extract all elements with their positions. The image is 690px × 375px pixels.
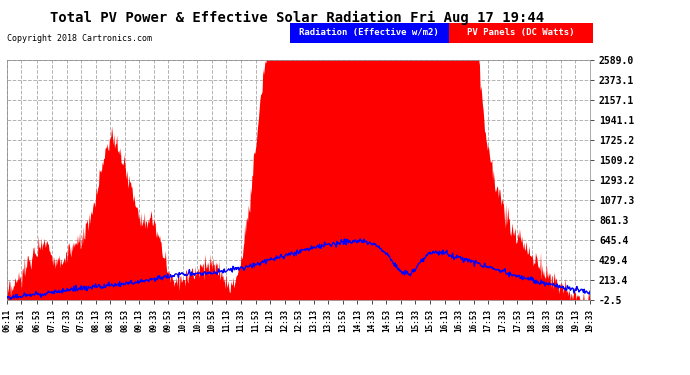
Text: Copyright 2018 Cartronics.com: Copyright 2018 Cartronics.com <box>7 34 152 43</box>
Text: Radiation (Effective w/m2): Radiation (Effective w/m2) <box>299 28 439 38</box>
Text: Total PV Power & Effective Solar Radiation Fri Aug 17 19:44: Total PV Power & Effective Solar Radiati… <box>50 11 544 26</box>
Text: PV Panels (DC Watts): PV Panels (DC Watts) <box>467 28 575 38</box>
